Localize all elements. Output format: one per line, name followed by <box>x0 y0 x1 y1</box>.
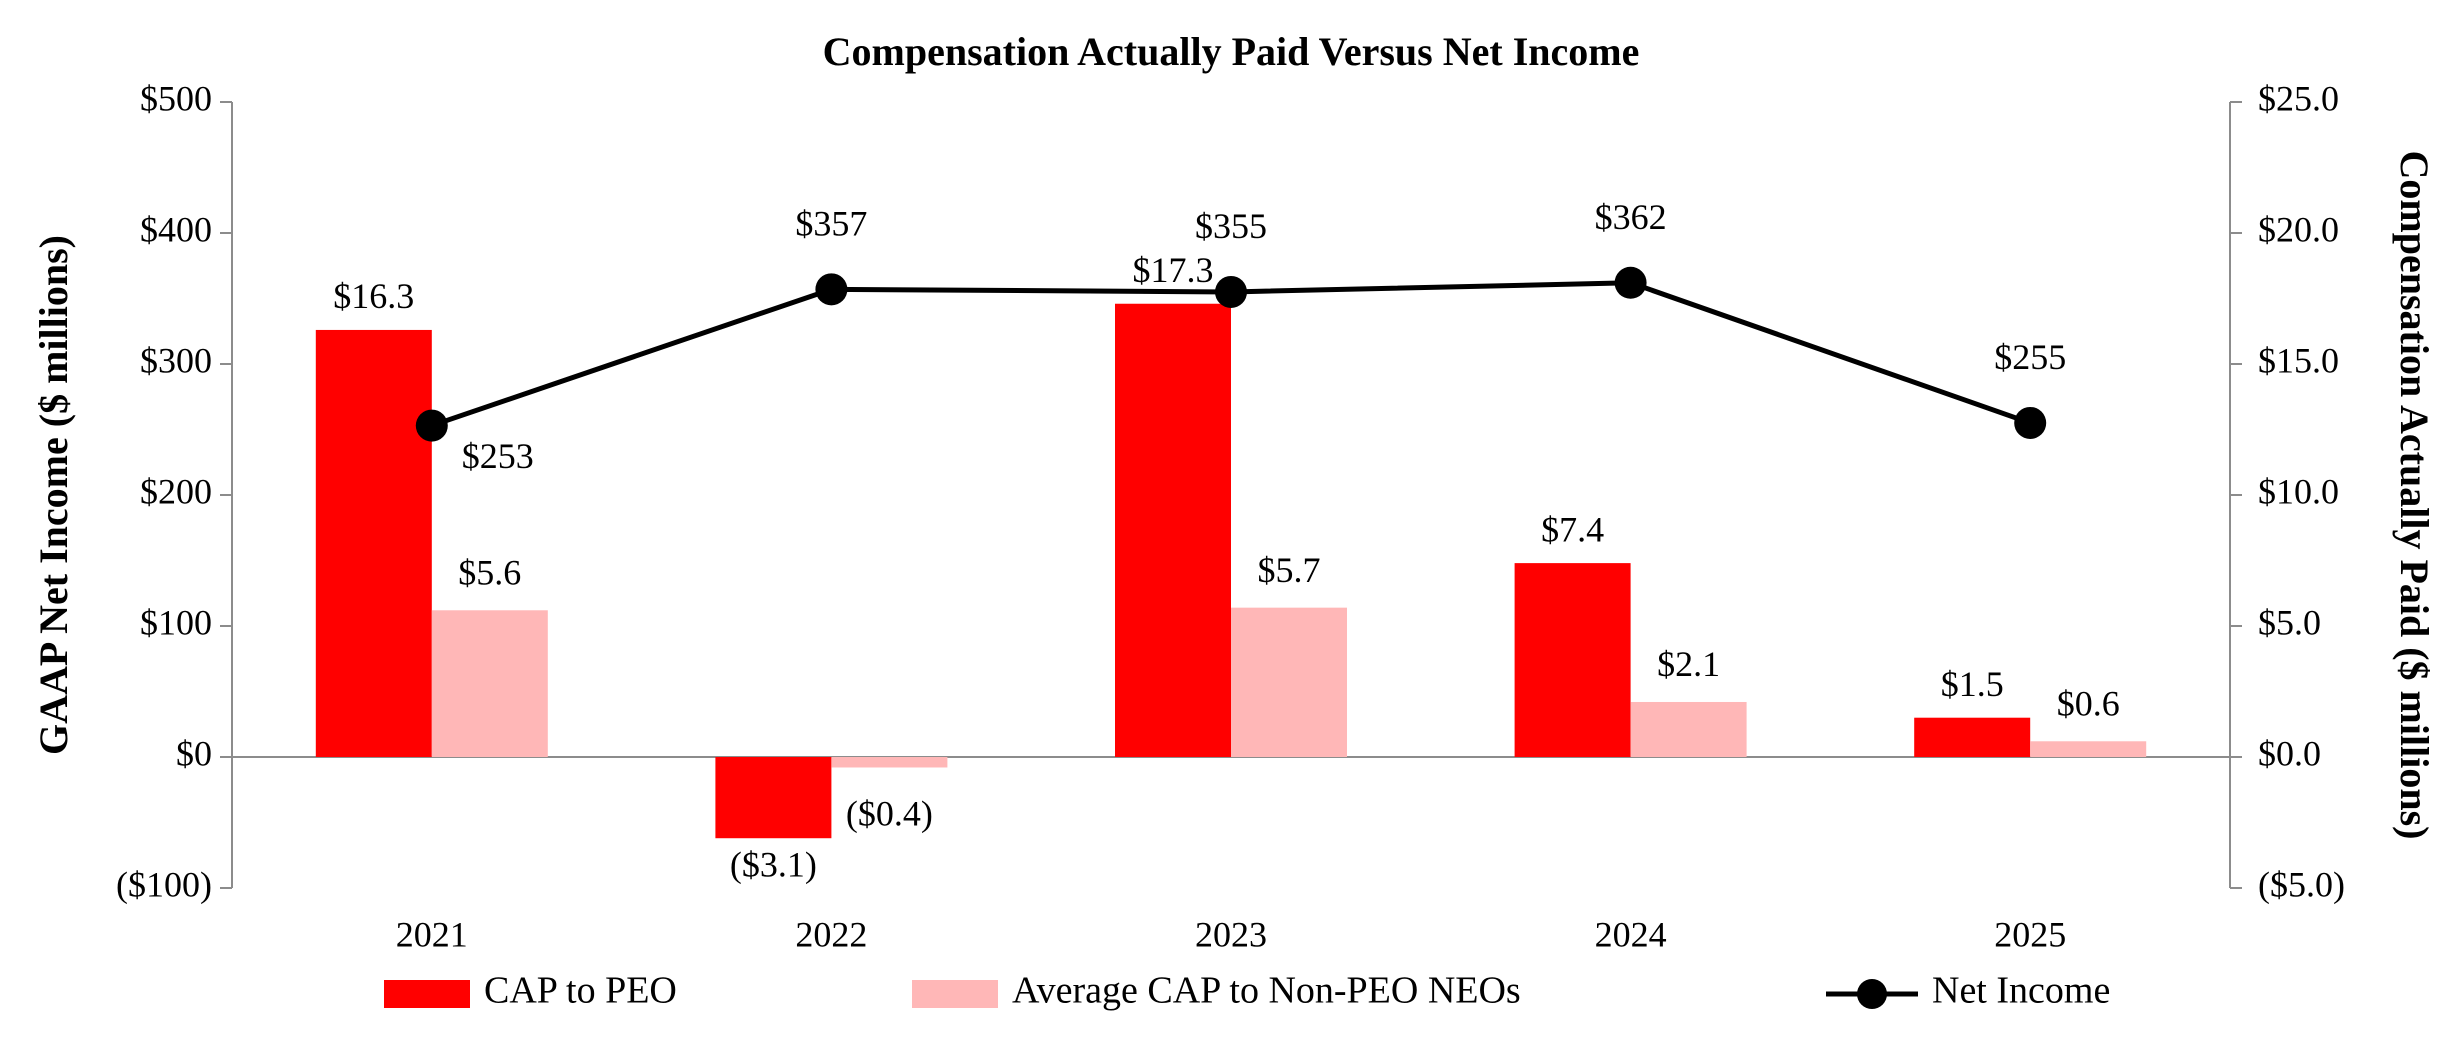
bar-cap-peo-2025 <box>1914 717 2031 757</box>
bar-cap-peo-2024 <box>1514 563 1631 757</box>
bar-cap-non-peo-2021 <box>431 610 548 757</box>
legend-label-cap-peo: CAP to PEO <box>484 970 677 1012</box>
x-tick-label-2025: 2025 <box>1994 914 2066 954</box>
legend-marker-net-income <box>1857 979 1887 1009</box>
left-tick-label-2: $100 <box>140 602 212 642</box>
bar-layer <box>315 303 2147 839</box>
x-tick-label-2021: 2021 <box>396 914 468 954</box>
right-tick-label-6: $25.0 <box>2258 78 2339 118</box>
label-cap-non-peo-2024: $2.1 <box>1657 644 1720 684</box>
bar-cap-non-peo-2024 <box>1630 701 1747 757</box>
right-tick-label-3: $10.0 <box>2258 471 2339 511</box>
axis-layer: ($100) $0 $100 $200 $300 $400 $500 ($5.0) $0.0 $5… <box>31 78 2437 954</box>
legend-label-cap-non-peo: Average CAP to Non-PEO NEOs <box>1012 970 1521 1012</box>
label-net-income-2023: $355 <box>1195 206 1267 246</box>
left-tick-label-4: $300 <box>140 340 212 380</box>
label-cap-non-peo-2022: ($0.4) <box>846 794 933 834</box>
label-cap-peo-2021: $16.3 <box>333 276 414 316</box>
chart-title: Compensation Actually Paid Versus Net In… <box>823 29 1640 74</box>
x-tick-label-2024: 2024 <box>1595 914 1667 954</box>
right-axis-title: Compensation Actually Paid ($ millions) <box>2392 151 2437 840</box>
legend-swatch-cap-non-peo <box>912 980 998 1008</box>
left-axis-title: GAAP Net Income ($ millions) <box>31 235 76 755</box>
label-net-income-2025: $255 <box>1994 337 2066 377</box>
bar-cap-non-peo-2025 <box>2030 741 2147 757</box>
right-tick-label-4: $15.0 <box>2258 340 2339 380</box>
legend-swatch-cap-peo <box>384 980 470 1008</box>
label-cap-peo-2025: $1.5 <box>1941 664 2004 704</box>
legend-label-net-income: Net Income <box>1932 970 2110 1012</box>
net-income-point-2024 <box>1614 266 1647 299</box>
left-tick-label-5: $400 <box>140 209 212 249</box>
right-tick-label-1: $0.0 <box>2258 733 2321 773</box>
left-tick-label-6: $500 <box>140 78 212 118</box>
label-net-income-2024: $362 <box>1595 197 1667 237</box>
x-tick-label-2022: 2022 <box>795 914 867 954</box>
net-income-point-2023 <box>1215 275 1247 308</box>
right-tick-label-2: $5.0 <box>2258 602 2321 642</box>
left-tick-label-1: $0 <box>176 733 212 773</box>
net-income-point-2022 <box>815 273 848 306</box>
right-tick-label-5: $20.0 <box>2258 209 2339 249</box>
right-tick-label-0: ($5.0) <box>2258 864 2345 904</box>
bar-cap-peo-2023 <box>1115 303 1231 757</box>
x-tick-label-2023: 2023 <box>1195 914 1267 954</box>
label-net-income-2021: $253 <box>462 436 534 476</box>
left-tick-label-0: ($100) <box>116 864 212 904</box>
label-cap-peo-2023: $17.3 <box>1133 250 1214 290</box>
net-income-point-2021 <box>415 409 448 442</box>
label-cap-peo-2024: $7.4 <box>1541 509 1604 549</box>
bar-cap-non-peo-2023 <box>1231 607 1347 757</box>
bar-cap-peo-2022 <box>715 757 832 839</box>
bar-cap-non-peo-2022 <box>831 757 948 768</box>
label-cap-non-peo-2021: $5.6 <box>458 553 521 593</box>
line-layer <box>415 266 2047 442</box>
label-layer: $16.3 ($3.1) $17.3 $7.4 $1.5 $5.6 ($0.4) $5.7 $2… <box>333 197 2119 884</box>
label-net-income-2022: $357 <box>795 204 867 244</box>
bar-cap-peo-2021 <box>315 329 432 757</box>
legend-layer: CAP to PEO Average CAP to Non-PEO NEOs Net… <box>384 970 2110 1012</box>
net-income-point-2025 <box>2014 406 2047 439</box>
label-cap-peo-2022: ($3.1) <box>730 844 817 884</box>
label-cap-non-peo-2025: $0.6 <box>2057 684 2120 724</box>
left-tick-label-3: $200 <box>140 471 212 511</box>
label-cap-non-peo-2023: $5.7 <box>1258 550 1321 590</box>
